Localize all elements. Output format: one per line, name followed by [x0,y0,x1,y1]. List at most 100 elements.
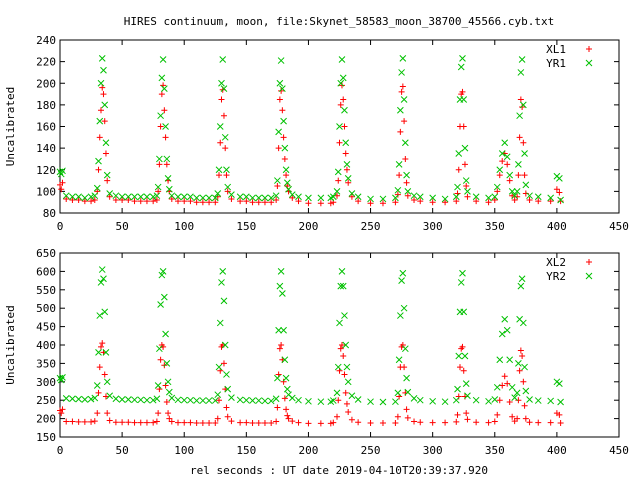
data-point [93,382,101,389]
data-point [278,342,285,348]
data-point [206,199,213,206]
legend-marker [585,59,593,67]
data-point [180,193,188,201]
data-point [164,378,172,386]
data-point [162,382,169,389]
x-tick-label: 100 [174,444,194,457]
data-point [157,301,164,308]
data-point [462,380,470,387]
data-point [459,343,466,350]
data-point [124,396,132,403]
data-point [276,282,284,290]
y-tick-label: 350 [36,357,56,370]
data-point [295,198,302,205]
data-point [275,326,282,334]
data-point [399,55,407,62]
data-point [338,268,346,275]
data-point [112,192,120,200]
data-point [343,363,351,371]
x-tick-label: 200 [299,444,319,457]
data-point [295,193,302,201]
data-point [410,192,418,200]
data-point [217,139,224,146]
data-point [317,420,324,427]
data-point [81,198,88,205]
y-tick-label: 220 [36,56,56,69]
data-point [168,192,176,200]
data-point [485,419,492,426]
data-point [339,282,347,290]
x-tick-label: 200 [299,220,319,233]
data-point [279,107,286,114]
data-point [342,150,349,157]
data-point [168,394,176,402]
data-point [394,413,401,420]
data-point [288,394,296,402]
data-point [218,279,225,286]
data-point [343,400,350,407]
data-point [224,188,231,195]
data-point [460,96,468,103]
data-point [220,112,227,119]
data-point [506,171,514,179]
data-point [499,382,506,389]
data-point [236,396,244,404]
data-point [519,319,527,327]
data-point [411,197,418,204]
data-point [280,326,287,334]
data-point [441,195,449,203]
lower-chart: 0 50 100 150 200 250 300 350 400 450 150 200 250 300 3… [4,247,629,457]
data-point [216,397,223,404]
data-point [59,167,66,175]
data-point [534,193,542,201]
data-point [403,374,410,382]
data-point [102,349,110,356]
data-point [205,397,213,404]
data-point [503,326,511,334]
data-point [400,96,408,103]
data-point [69,395,76,403]
data-point [242,193,250,201]
data-point [275,128,282,136]
data-point [101,118,108,125]
data-point [459,55,466,62]
data-point [96,117,104,125]
data-point [343,160,351,168]
x-tick-label: 50 [115,444,128,457]
data-point [156,161,163,168]
data-point [143,198,150,205]
data-point [397,312,404,319]
legend-marker [586,259,592,265]
series-YR1 [56,55,564,204]
data-point [503,153,511,161]
data-point [394,389,402,397]
data-point [514,415,521,422]
x-tick-label: 250 [361,220,381,233]
data-point [338,82,345,89]
data-point [219,56,227,63]
data-point [112,197,119,204]
data-point [508,383,516,391]
data-point [268,199,275,206]
data-point [255,420,262,427]
data-point [379,195,387,203]
data-point [515,397,522,404]
data-point [501,139,509,147]
data-point [261,420,268,427]
data-point [94,410,101,417]
data-point [119,419,126,426]
data-point [473,419,480,426]
data-point [216,319,224,327]
data-point [343,166,350,173]
data-point [499,158,506,165]
data-point [339,74,347,82]
data-point [283,172,290,179]
data-point [401,364,408,371]
data-point [149,193,157,201]
data-point [87,193,95,201]
data-point [149,396,157,404]
data-point [397,128,404,135]
data-point [455,393,462,400]
data-point [216,123,224,130]
